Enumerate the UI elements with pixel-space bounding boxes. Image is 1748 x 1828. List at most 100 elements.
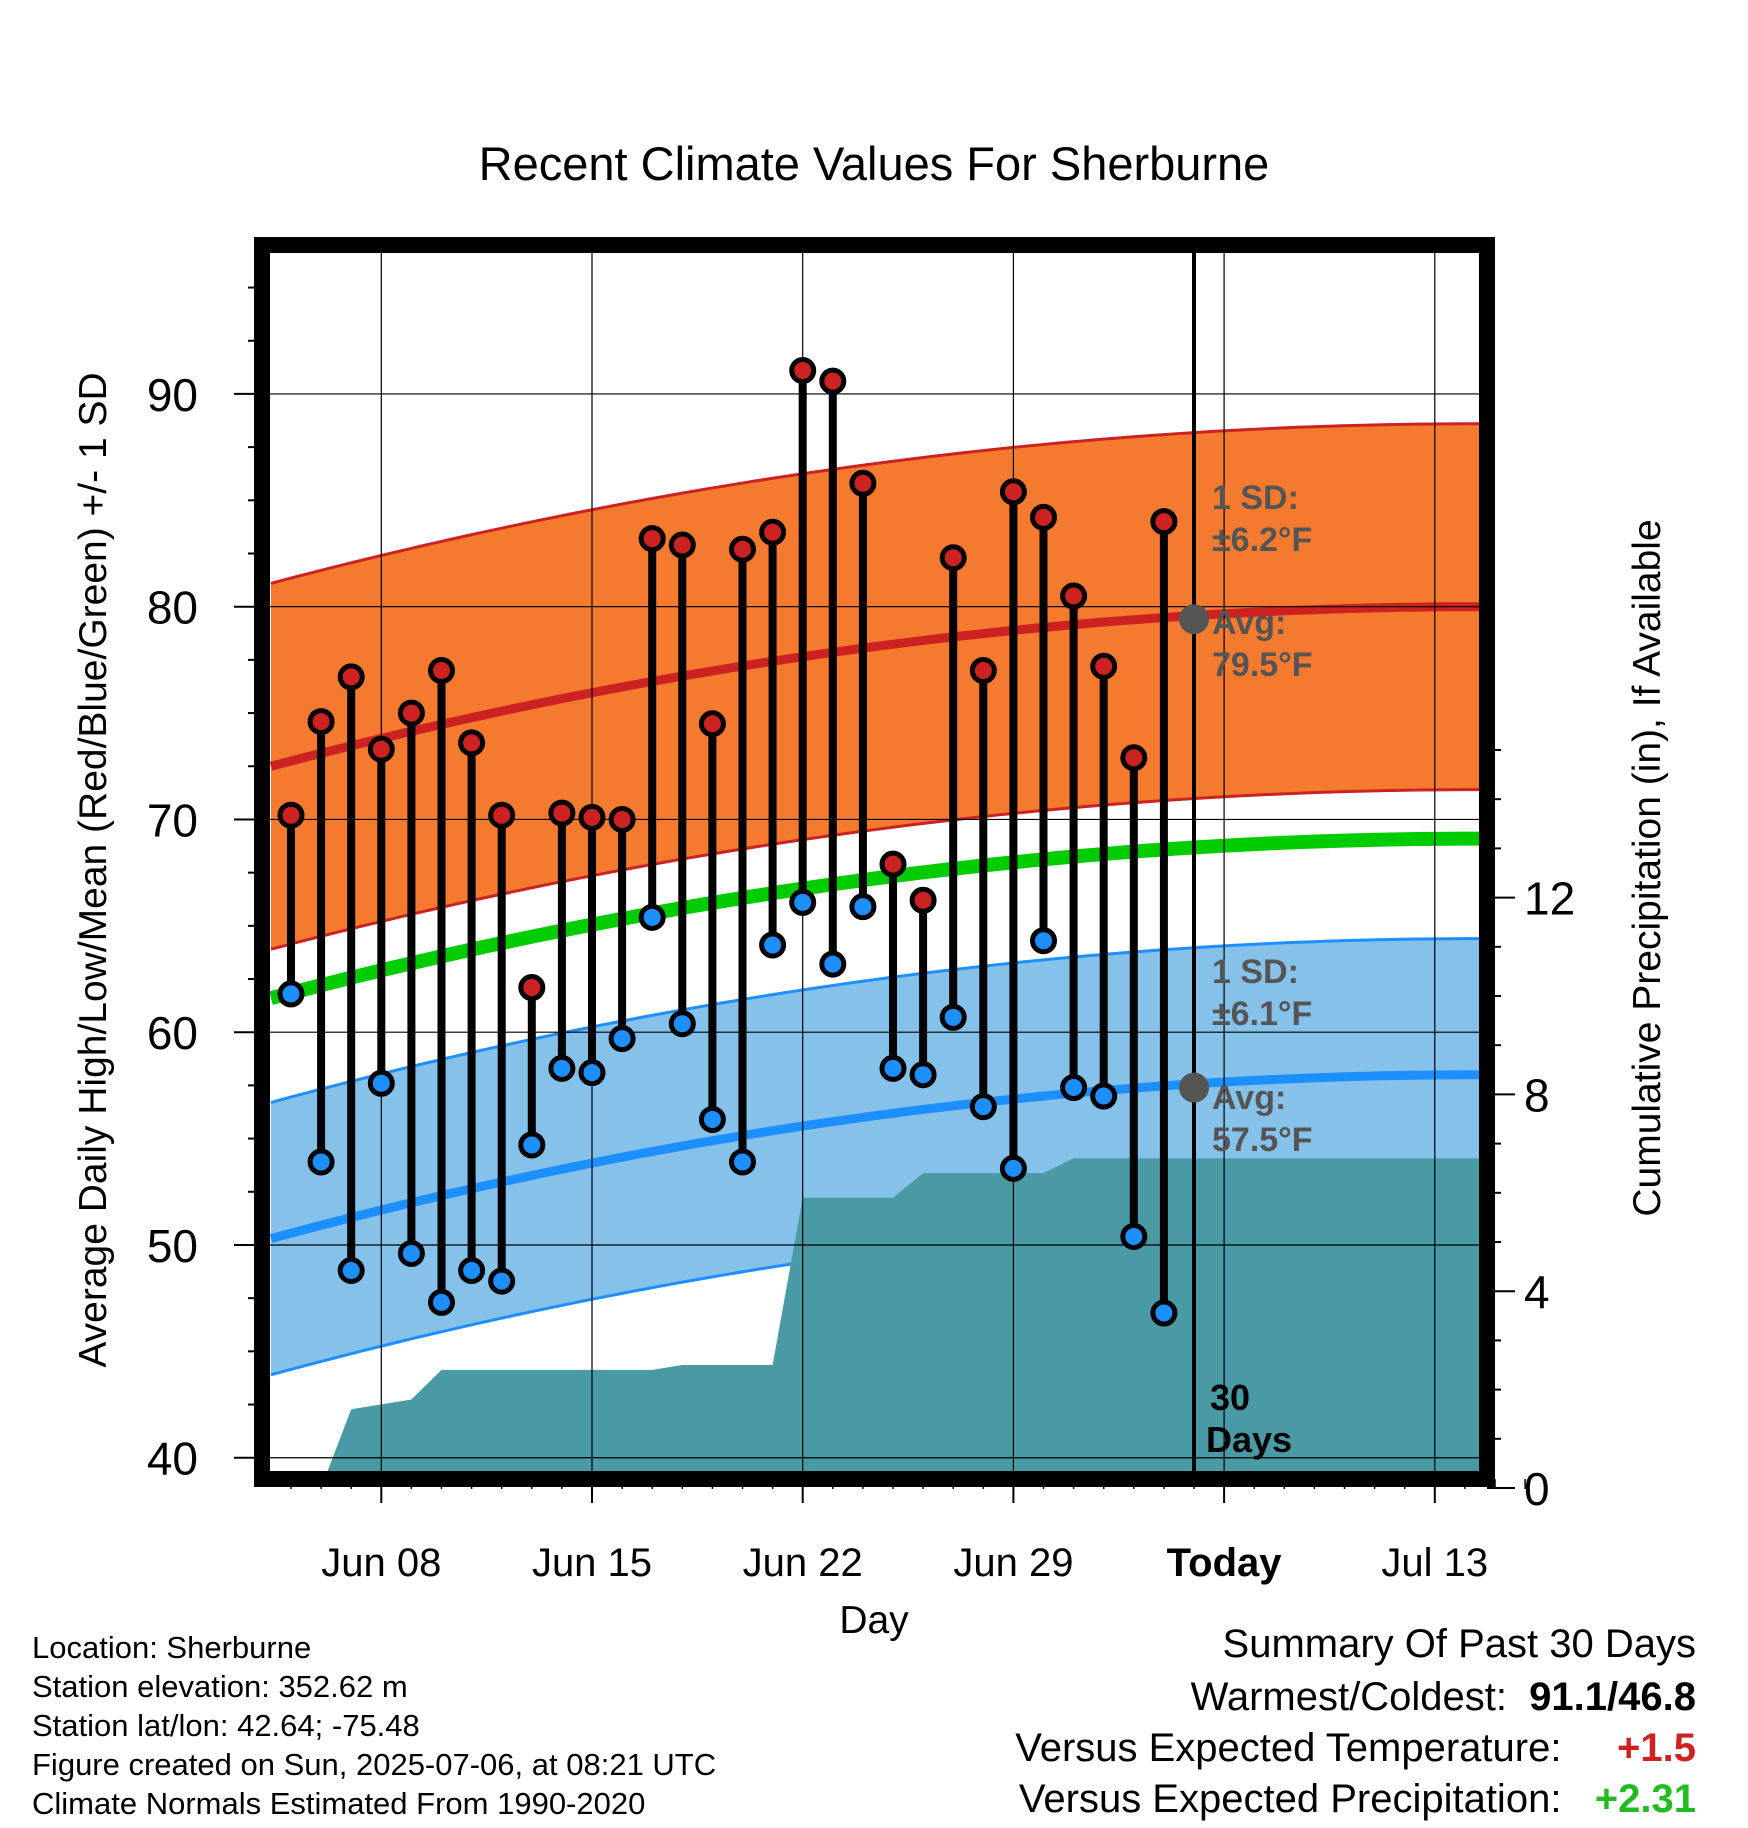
summary-warmest-label: Warmest/Coldest:: [1190, 1675, 1507, 1719]
footer-created: Figure created on Sun, 2025-07-06, at 08…: [32, 1747, 717, 1782]
daily-high-point: [337, 663, 365, 691]
daily-high-point: [819, 367, 847, 395]
daily-high-point: [969, 657, 997, 685]
daily-low-point: [428, 1288, 455, 1316]
low-avg-value: 57.5°F: [1212, 1121, 1313, 1159]
daily-high-point: [608, 805, 636, 833]
daily-low-point: [578, 1059, 606, 1087]
low-sd-band: [271, 938, 1479, 1375]
summary-precip-label: Versus Expected Precipitation:: [1018, 1777, 1562, 1821]
y-left-axis-label: Average Daily High/Low/Mean (Red/Blue/Gr…: [72, 372, 115, 1367]
low-sd-label: 1 SD:: [1212, 953, 1299, 991]
daily-low-point: [698, 1105, 726, 1133]
y-left-tick-label-60: 60: [147, 1007, 198, 1059]
x-tick-label-0: Jun 08: [321, 1541, 441, 1585]
y-right-tick-label-8: 8: [1524, 1069, 1550, 1121]
low-sd-value: ±6.1°F: [1212, 995, 1312, 1033]
daily-low-point: [729, 1148, 756, 1176]
daily-high-point: [578, 803, 606, 831]
daily-high-point: [1150, 508, 1178, 536]
daily-low-point: [307, 1148, 335, 1176]
daily-low-point: [1090, 1082, 1118, 1110]
daily-low-point: [548, 1054, 576, 1082]
cumulative-precip-area: [262, 1158, 1487, 1479]
summary-warmest: Warmest/Coldest: 91.1/46.8: [1191, 1675, 1696, 1720]
normal-high-line: [269, 602, 1480, 771]
daily-low-point: [337, 1256, 365, 1284]
summary-temp: Versus Expected Temperature: +1.5: [1015, 1726, 1696, 1771]
chart-title: Recent Climate Values For Sherburne: [479, 137, 1270, 190]
y-left-tick-label-70: 70: [147, 794, 198, 846]
daily-high-point: [759, 518, 787, 546]
y-left-tick-label-40: 40: [147, 1433, 198, 1485]
low-avg-label: Avg:: [1212, 1079, 1286, 1117]
daily-low-point: [909, 1061, 937, 1089]
summary-temp-label: Versus Expected Temperature:: [1015, 1726, 1562, 1770]
daily-high-point: [909, 886, 937, 914]
daily-low-point: [849, 893, 877, 921]
daily-high-point: [939, 544, 967, 572]
daily-low-point: [458, 1256, 486, 1284]
daily-high-point: [307, 708, 335, 736]
daily-high-point: [1120, 744, 1148, 772]
high-avg-marker: [1179, 604, 1209, 635]
daily-low-point: [488, 1267, 516, 1295]
y-right-tick-label-4: 4: [1524, 1266, 1550, 1318]
daily-low-point: [367, 1069, 395, 1097]
y-left-tick-label-90: 90: [147, 369, 198, 421]
summary-temp-value: +1.5: [1617, 1726, 1696, 1770]
low-avg-marker: [1179, 1072, 1209, 1103]
daily-high-point: [729, 535, 756, 563]
daily-low-point: [1120, 1222, 1148, 1250]
daily-high-point: [488, 801, 516, 829]
daily-low-point: [1030, 927, 1057, 955]
footer-location: Location: Sherburne: [32, 1630, 312, 1665]
window-label-number: 30: [1210, 1377, 1250, 1418]
high-sd-upper-line: [270, 422, 1480, 585]
summary-precip-value: +2.31: [1594, 1777, 1696, 1821]
daily-low-point: [397, 1239, 425, 1267]
daily-low-point: [969, 1093, 997, 1121]
y-right-axis-label: Cumulative Precipitation (in), If Availa…: [1626, 519, 1669, 1216]
high-sd-value: ±6.2°F: [1212, 521, 1312, 559]
y-left-tick-label-50: 50: [147, 1220, 198, 1272]
daily-low-point: [759, 931, 787, 959]
daily-low-point: [819, 950, 847, 978]
x-tick-label-3: Jun 29: [953, 1541, 1073, 1585]
daily-high-point: [1030, 503, 1057, 531]
daily-high-point: [277, 801, 305, 829]
daily-high-point: [879, 850, 907, 878]
plot-frame: [254, 237, 1495, 1487]
summary-heading-text: Summary Of Past 30 Days: [1222, 1622, 1696, 1666]
daily-low-point: [789, 888, 817, 916]
x-tick-label-4: Today: [1167, 1541, 1283, 1585]
daily-high-point: [428, 657, 455, 685]
footer-latlon: Station lat/lon: 42.64; -75.48: [32, 1708, 420, 1743]
daily-high-point: [849, 469, 877, 497]
high-avg-value: 79.5°F: [1212, 646, 1313, 684]
daily-high-point: [397, 699, 425, 727]
summary-warmest-value: 91.1/46.8: [1529, 1675, 1696, 1719]
x-axis-label: Day: [839, 1599, 909, 1642]
footer-elevation: Station elevation: 352.62 m: [32, 1669, 408, 1704]
y-right-tick-label-0: 0: [1524, 1463, 1550, 1515]
x-tick-label-1: Jun 15: [532, 1541, 652, 1585]
daily-low-point: [939, 1003, 967, 1031]
daily-high-point: [1060, 582, 1088, 610]
daily-high-point: [668, 531, 696, 559]
daily-high-point: [999, 478, 1027, 506]
daily-high-point: [367, 735, 395, 763]
y-right-tick-label-12: 12: [1524, 873, 1575, 925]
daily-high-point: [458, 729, 486, 757]
daily-high-point: [789, 357, 817, 385]
high-sd-label: 1 SD:: [1212, 479, 1299, 517]
daily-low-point: [1060, 1074, 1088, 1102]
summary-heading: Summary Of Past 30 Days: [1223, 1622, 1696, 1667]
daily-high-point: [1090, 652, 1118, 680]
daily-low-point: [879, 1054, 907, 1082]
daily-high-point: [698, 710, 726, 738]
daily-low-point: [668, 1010, 696, 1038]
daily-low-point: [518, 1131, 546, 1159]
daily-low-point: [277, 980, 305, 1008]
